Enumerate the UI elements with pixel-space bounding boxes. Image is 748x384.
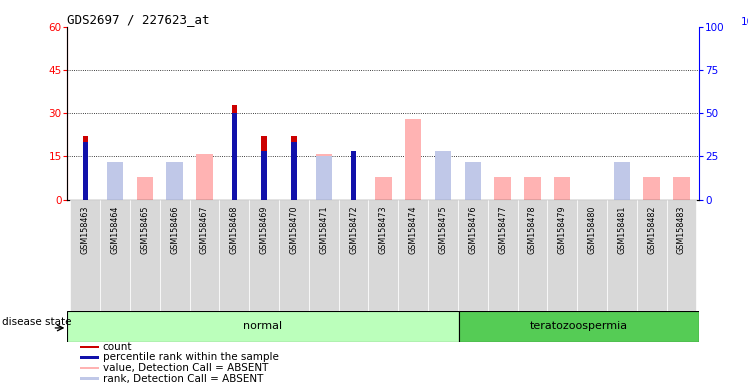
Bar bbox=[82, 142, 88, 200]
Text: GSM158478: GSM158478 bbox=[528, 205, 537, 254]
Bar bbox=[219, 200, 249, 311]
Bar bbox=[673, 177, 690, 200]
Bar bbox=[189, 200, 219, 311]
Text: GSM158475: GSM158475 bbox=[438, 205, 447, 254]
Text: rank, Detection Call = ABSENT: rank, Detection Call = ABSENT bbox=[102, 374, 263, 384]
Bar bbox=[107, 162, 123, 200]
Bar bbox=[80, 356, 99, 359]
Bar bbox=[291, 136, 297, 200]
Bar bbox=[435, 151, 451, 200]
Bar bbox=[100, 200, 130, 311]
Bar bbox=[137, 177, 153, 200]
Bar bbox=[167, 162, 183, 200]
Text: percentile rank within the sample: percentile rank within the sample bbox=[102, 353, 279, 362]
Text: GSM158483: GSM158483 bbox=[677, 205, 686, 253]
Bar bbox=[613, 162, 630, 200]
Bar bbox=[351, 151, 356, 200]
Text: teratozoospermia: teratozoospermia bbox=[530, 321, 628, 331]
Text: count: count bbox=[102, 342, 132, 352]
Text: disease state: disease state bbox=[2, 317, 72, 327]
Bar bbox=[607, 200, 637, 311]
Bar bbox=[82, 136, 88, 200]
Bar bbox=[524, 177, 541, 200]
Bar bbox=[577, 200, 607, 311]
Bar bbox=[261, 151, 267, 200]
Bar bbox=[428, 200, 458, 311]
Text: GSM158476: GSM158476 bbox=[468, 205, 477, 254]
Bar bbox=[316, 157, 332, 200]
Bar bbox=[339, 200, 369, 311]
Bar bbox=[261, 136, 267, 200]
Bar bbox=[80, 377, 99, 380]
Bar bbox=[554, 177, 571, 200]
Bar bbox=[494, 177, 511, 200]
Text: GSM158466: GSM158466 bbox=[170, 205, 180, 253]
Bar bbox=[637, 200, 666, 311]
Bar bbox=[309, 200, 339, 311]
Bar bbox=[232, 113, 237, 200]
Text: GSM158473: GSM158473 bbox=[378, 205, 388, 254]
Bar bbox=[70, 200, 100, 311]
Text: GDS2697 / 227623_at: GDS2697 / 227623_at bbox=[67, 13, 210, 26]
Bar bbox=[666, 200, 696, 311]
Bar bbox=[435, 151, 451, 200]
Bar bbox=[107, 162, 123, 200]
Text: GSM158480: GSM158480 bbox=[587, 205, 597, 253]
Text: GSM158481: GSM158481 bbox=[617, 205, 626, 253]
Bar bbox=[167, 174, 183, 200]
Text: GSM158477: GSM158477 bbox=[498, 205, 507, 254]
Bar bbox=[316, 154, 332, 200]
Bar bbox=[465, 162, 481, 200]
Text: GSM158468: GSM158468 bbox=[230, 205, 239, 253]
Text: GSM158471: GSM158471 bbox=[319, 205, 328, 254]
Bar bbox=[351, 151, 356, 200]
Text: GSM158467: GSM158467 bbox=[200, 205, 209, 254]
Bar bbox=[643, 177, 660, 200]
Bar bbox=[80, 367, 99, 369]
Bar bbox=[67, 311, 459, 342]
Bar bbox=[130, 200, 160, 311]
Bar bbox=[160, 200, 189, 311]
Bar bbox=[488, 200, 518, 311]
Text: normal: normal bbox=[243, 321, 283, 331]
Bar bbox=[518, 200, 548, 311]
Text: value, Detection Call = ABSENT: value, Detection Call = ABSENT bbox=[102, 363, 268, 373]
Text: GSM158469: GSM158469 bbox=[260, 205, 269, 254]
Text: GSM158482: GSM158482 bbox=[647, 205, 656, 254]
Bar bbox=[249, 200, 279, 311]
Text: GSM158479: GSM158479 bbox=[558, 205, 567, 254]
Text: GSM158463: GSM158463 bbox=[81, 205, 90, 253]
Bar bbox=[369, 200, 398, 311]
Text: GSM158472: GSM158472 bbox=[349, 205, 358, 254]
Text: GSM158474: GSM158474 bbox=[408, 205, 417, 254]
Bar bbox=[398, 200, 428, 311]
Text: 100%: 100% bbox=[741, 17, 748, 27]
Bar bbox=[458, 200, 488, 311]
Text: GSM158465: GSM158465 bbox=[141, 205, 150, 254]
Bar bbox=[80, 346, 99, 348]
Bar bbox=[291, 142, 297, 200]
Bar bbox=[375, 177, 391, 200]
Bar bbox=[232, 104, 237, 200]
Bar bbox=[279, 200, 309, 311]
Bar bbox=[196, 154, 212, 200]
Bar bbox=[548, 200, 577, 311]
Text: GSM158464: GSM158464 bbox=[111, 205, 120, 253]
Bar bbox=[405, 119, 421, 200]
Bar bbox=[459, 311, 699, 342]
Bar bbox=[613, 162, 630, 200]
Text: GSM158470: GSM158470 bbox=[289, 205, 298, 254]
